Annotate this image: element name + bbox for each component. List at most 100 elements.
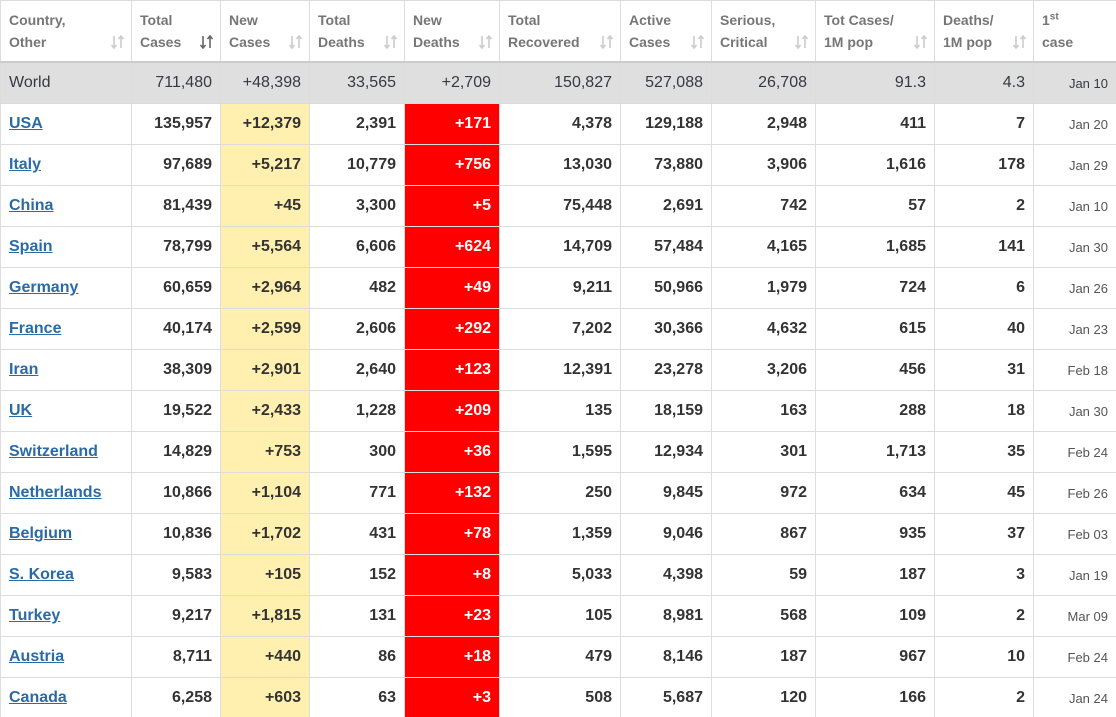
cell: Jan 23 — [1033, 308, 1116, 350]
cell: +753 — [220, 431, 310, 473]
column-header[interactable]: Serious, Critical — [711, 0, 816, 63]
cell: Feb 18 — [1033, 349, 1116, 391]
cell: 18,159 — [620, 390, 712, 432]
cell: 1,359 — [499, 513, 621, 555]
country-link[interactable]: Belgium — [9, 525, 73, 542]
cell: Feb 26 — [1033, 472, 1116, 514]
cell: Feb 03 — [1033, 513, 1116, 555]
cell: 59 — [711, 554, 816, 596]
cell: +105 — [220, 554, 310, 596]
column-header[interactable]: 1st case — [1033, 0, 1116, 63]
cell: 135 — [499, 390, 621, 432]
cell: 187 — [711, 636, 816, 678]
cell: UK — [0, 390, 132, 432]
country-link[interactable]: China — [9, 197, 54, 214]
cell: 5,033 — [499, 554, 621, 596]
cell: 9,046 — [620, 513, 712, 555]
column-header[interactable]: Total Cases — [131, 0, 221, 63]
country-link[interactable]: Germany — [9, 279, 79, 296]
cell: 9,583 — [131, 554, 221, 596]
cell: 18 — [934, 390, 1034, 432]
country-link[interactable]: Netherlands — [9, 484, 102, 501]
country-link[interactable]: Austria — [9, 648, 65, 665]
country-link[interactable]: France — [9, 320, 62, 337]
sort-icon[interactable] — [289, 35, 303, 49]
cell: 26,708 — [711, 61, 816, 104]
table-body: World 711,480 +48,398 33,565 +2,709 150,827 52… — [0, 61, 1116, 717]
world-row: World 711,480 +48,398 33,565 +2,709 150,827 52… — [0, 61, 1116, 104]
column-header[interactable]: Total Deaths — [309, 0, 405, 63]
cell: 166 — [815, 677, 935, 717]
header-line: Total — [140, 12, 173, 28]
country-link[interactable]: UK — [9, 402, 33, 419]
country-link[interactable]: Italy — [9, 156, 42, 173]
cell: 35 — [934, 431, 1034, 473]
header-row: Country, Other Total Cases New Cases Total Deat… — [0, 0, 1116, 63]
cell: 2,391 — [309, 103, 405, 145]
cell: 7 — [934, 103, 1034, 145]
cell: 23,278 — [620, 349, 712, 391]
cell: 45 — [934, 472, 1034, 514]
cell: 6 — [934, 267, 1034, 309]
sort-icon[interactable] — [795, 35, 809, 49]
column-header[interactable]: Tot Cases/1M pop — [815, 0, 935, 63]
column-header[interactable]: New Deaths — [404, 0, 500, 63]
country-link[interactable]: Turkey — [9, 607, 61, 624]
cell: 634 — [815, 472, 935, 514]
cell: +48,398 — [220, 61, 310, 104]
cell: Feb 24 — [1033, 636, 1116, 678]
header-sup: st — [1049, 11, 1059, 23]
sort-icon[interactable] — [200, 35, 214, 49]
cell: 4,632 — [711, 308, 816, 350]
country-link[interactable]: Spain — [9, 238, 53, 255]
cell: 1,228 — [309, 390, 405, 432]
cell: +5,217 — [220, 144, 310, 186]
column-header[interactable]: Country, Other — [0, 0, 132, 63]
country-link[interactable]: Switzerland — [9, 443, 98, 460]
column-header[interactable]: Total Recovered — [499, 0, 621, 63]
cell: 3 — [934, 554, 1034, 596]
cell: 12,934 — [620, 431, 712, 473]
column-header[interactable]: Active Cases — [620, 0, 712, 63]
sort-icon[interactable] — [479, 35, 493, 49]
sort-icon[interactable] — [600, 35, 614, 49]
country-link[interactable]: USA — [9, 115, 43, 132]
sort-icon[interactable] — [691, 35, 705, 49]
country-row: Switzerland 14,829 +753 300 +36 1,595 12,934 30… — [0, 431, 1116, 473]
cell: 8,981 — [620, 595, 712, 637]
sort-icon[interactable] — [111, 35, 125, 49]
cell: 37 — [934, 513, 1034, 555]
column-header[interactable]: New Cases — [220, 0, 310, 63]
cell: 91.3 — [815, 61, 935, 104]
cell: 300 — [309, 431, 405, 473]
sort-icon[interactable] — [384, 35, 398, 49]
country-link[interactable]: S. Korea — [9, 566, 74, 583]
cell: 57 — [815, 185, 935, 227]
cell: +23 — [404, 595, 500, 637]
header-line: 1 — [1042, 12, 1050, 28]
cell: +171 — [404, 103, 500, 145]
cell: +49 — [404, 267, 500, 309]
cell: 131 — [309, 595, 405, 637]
cell: 411 — [815, 103, 935, 145]
cell: 81,439 — [131, 185, 221, 227]
cell: 2,606 — [309, 308, 405, 350]
cell: 187 — [815, 554, 935, 596]
country-link[interactable]: Canada — [9, 689, 67, 706]
cell: 2,640 — [309, 349, 405, 391]
cell: 60,659 — [131, 267, 221, 309]
cell: France — [0, 308, 132, 350]
country-row: Turkey 9,217 +1,815 131 +23 105 8,981 568 109 2 Ma… — [0, 595, 1116, 637]
cell: 14,709 — [499, 226, 621, 268]
sort-icon[interactable] — [914, 35, 928, 49]
country-link[interactable]: Iran — [9, 361, 39, 378]
cell: Feb 24 — [1033, 431, 1116, 473]
column-header[interactable]: Deaths/1M pop — [934, 0, 1034, 63]
sort-icon[interactable] — [1013, 35, 1027, 49]
header-line: Cases — [629, 34, 671, 50]
cell: Italy — [0, 144, 132, 186]
country-row: Canada 6,258 +603 63 +3 508 5,687 120 166 2 Jan 24 — [0, 677, 1116, 717]
header-line: Critical — [720, 34, 768, 50]
cell: +2,964 — [220, 267, 310, 309]
cell: 742 — [711, 185, 816, 227]
